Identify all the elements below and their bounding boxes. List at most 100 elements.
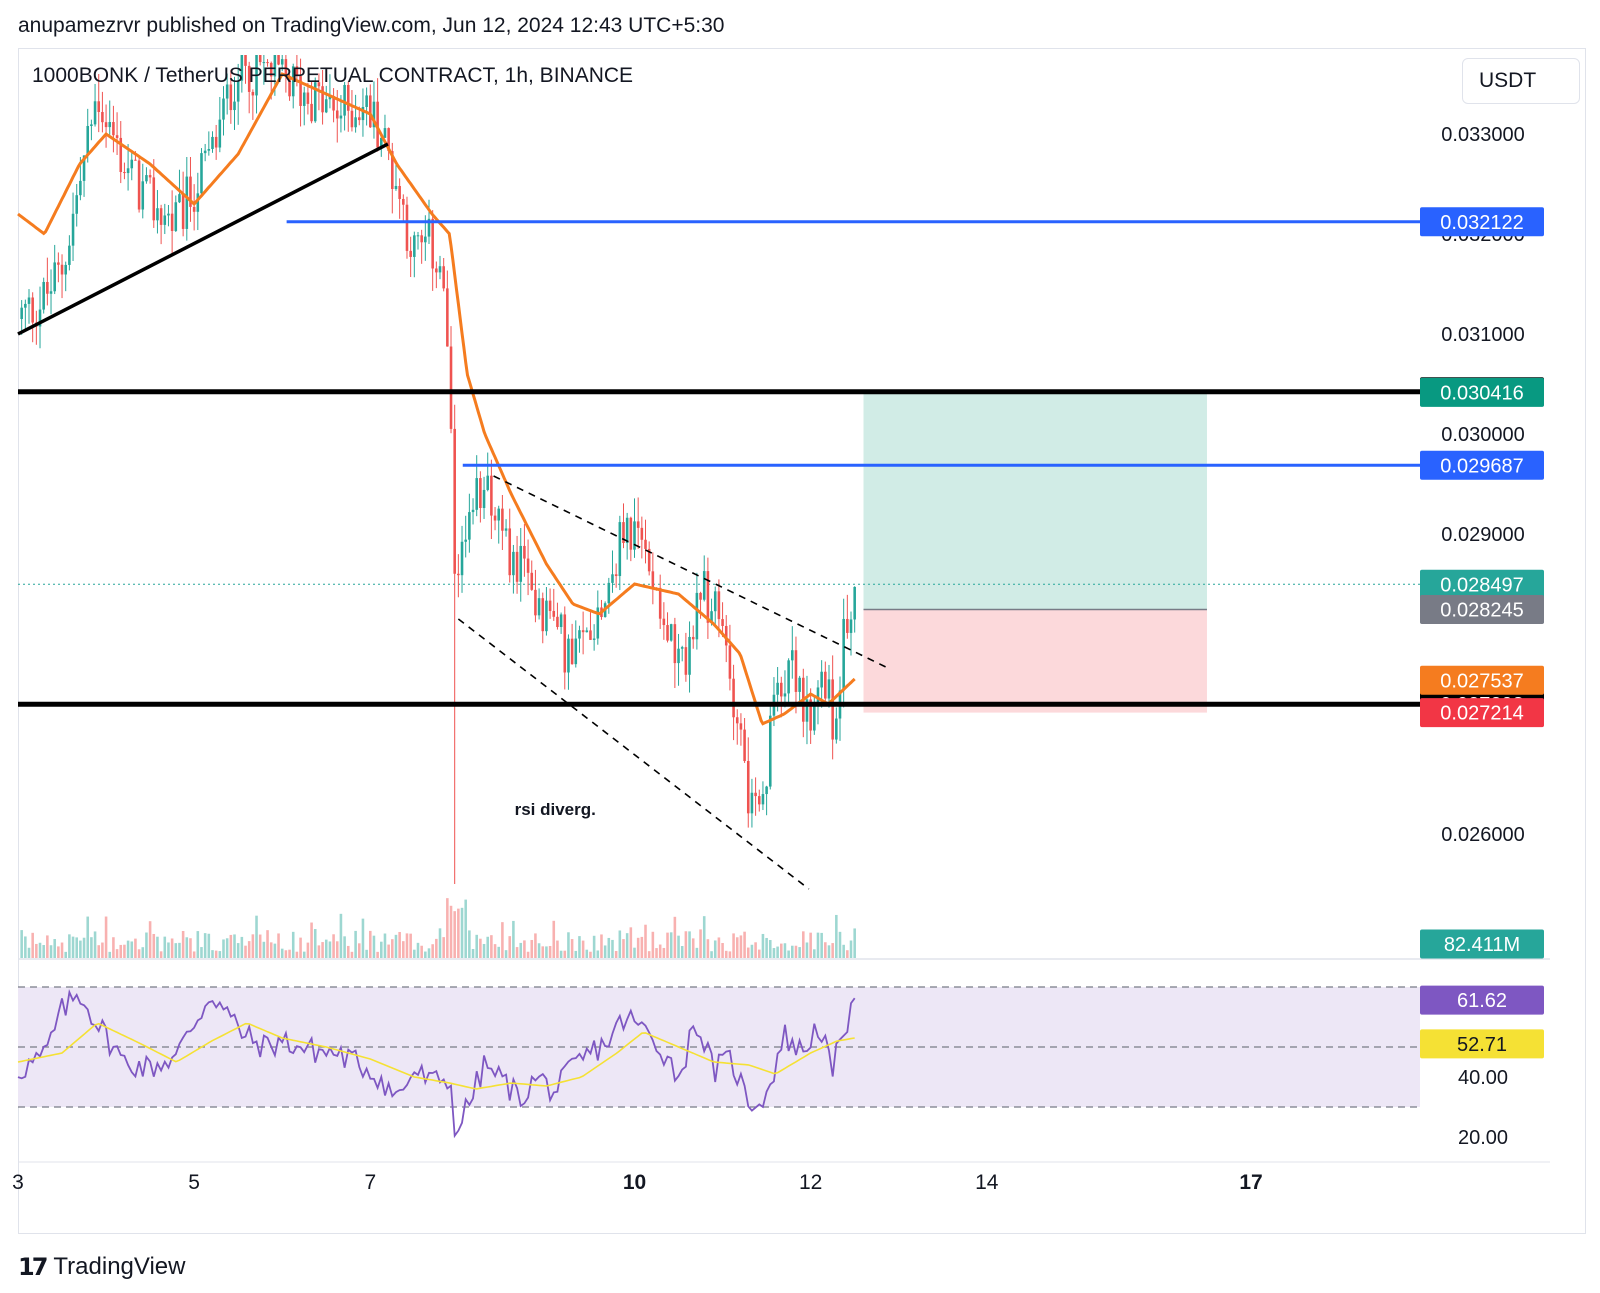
currency-selector[interactable]: USDT [1462,58,1580,104]
volume-bar [35,943,38,958]
candle-body [75,195,78,214]
candle-body [302,92,306,106]
volume-bar [93,931,97,958]
volume-bar [791,945,794,958]
volume-bar [585,949,589,958]
candle-body [380,137,383,148]
candle-body [93,101,97,125]
volume-bar [49,945,53,958]
candle-body [339,115,343,119]
candle-body [104,122,108,128]
volume-bar [346,945,350,958]
volume-bar [369,930,372,958]
volume-bar [156,936,159,958]
volume-bar [658,944,662,958]
candle-body [728,645,732,679]
line-price-label-bg [1420,450,1544,480]
volume-bar [218,951,222,958]
volume-bar [449,905,453,958]
volume-bar [57,946,60,958]
rsi-ma-value-label-bg [1420,1029,1544,1059]
candle-body [398,185,401,199]
candle-body [291,66,295,97]
volume-bar [468,930,471,958]
candle-body [464,539,467,542]
volume-bar [651,931,655,958]
candle-body [504,528,508,531]
candle-body [842,618,845,691]
volume-bar [570,939,574,958]
candle-body [258,55,262,63]
volume-bar [691,938,695,958]
volume-bar [515,947,519,958]
volume-bar [332,934,335,958]
volume-bar [402,941,405,958]
candle-body [112,122,115,136]
candle-body [376,101,379,148]
volume-bar [735,937,739,958]
volume-bar [460,907,464,958]
candle-body [512,551,515,576]
volume-bar [255,915,258,958]
candle-body [365,95,368,107]
candle-body [233,101,236,111]
candle-body [519,545,523,582]
candle-body [853,586,856,620]
candle-body [108,122,112,128]
target-zone [863,392,1207,610]
drawn-lines: rsi diverg. [17,142,1420,890]
volume-bar [629,927,633,958]
volume-bar [644,924,647,958]
volume-bar [192,951,196,958]
volume-bar [280,948,284,958]
tradingview-brand: TradingView [53,1253,186,1280]
candle-body [820,671,823,688]
volume-bar [310,922,313,958]
volume-bar [130,941,134,958]
candle-body [60,264,64,275]
volume-bar [229,934,233,958]
volume-bar [713,940,717,958]
volume-bar [578,936,581,958]
candle-body [82,155,86,181]
volume-bar [457,908,460,958]
candle-body [68,245,71,265]
candle-body [717,591,721,620]
volume-bar [600,934,603,958]
volume-bar [574,950,578,958]
candle-body [684,647,688,675]
candle-body [702,571,706,600]
volume-bar [251,934,255,958]
volume-bar [288,949,291,958]
time-tick: 14 [975,1171,999,1194]
wedge-line [457,618,810,890]
candle-body [629,517,633,550]
volume-bar [178,942,181,958]
candle-body [369,95,372,128]
volume-bar [181,931,185,958]
rsi-pane [17,986,1420,1139]
volume-bar [295,951,299,958]
volume-bar [291,931,295,958]
volume-bar [152,933,156,958]
volume-bar [603,945,607,958]
volume-bar [207,933,211,958]
volume-bar [27,947,31,958]
volume-label-bg [1420,929,1544,959]
volume-bar [530,939,534,958]
candle-body [537,598,541,616]
candle-body [90,124,93,126]
candle-body [416,235,420,237]
volume-bar [46,935,49,958]
volume-bar [416,942,420,958]
volume-bar [757,949,761,958]
volume-bar [702,916,706,958]
volume-bar [108,951,112,958]
candle-body [387,128,390,152]
time-tick: 5 [188,1171,200,1194]
candle-body [482,489,486,509]
candle-body [409,250,412,257]
candle-body [669,624,673,641]
volume-bar [185,937,189,958]
